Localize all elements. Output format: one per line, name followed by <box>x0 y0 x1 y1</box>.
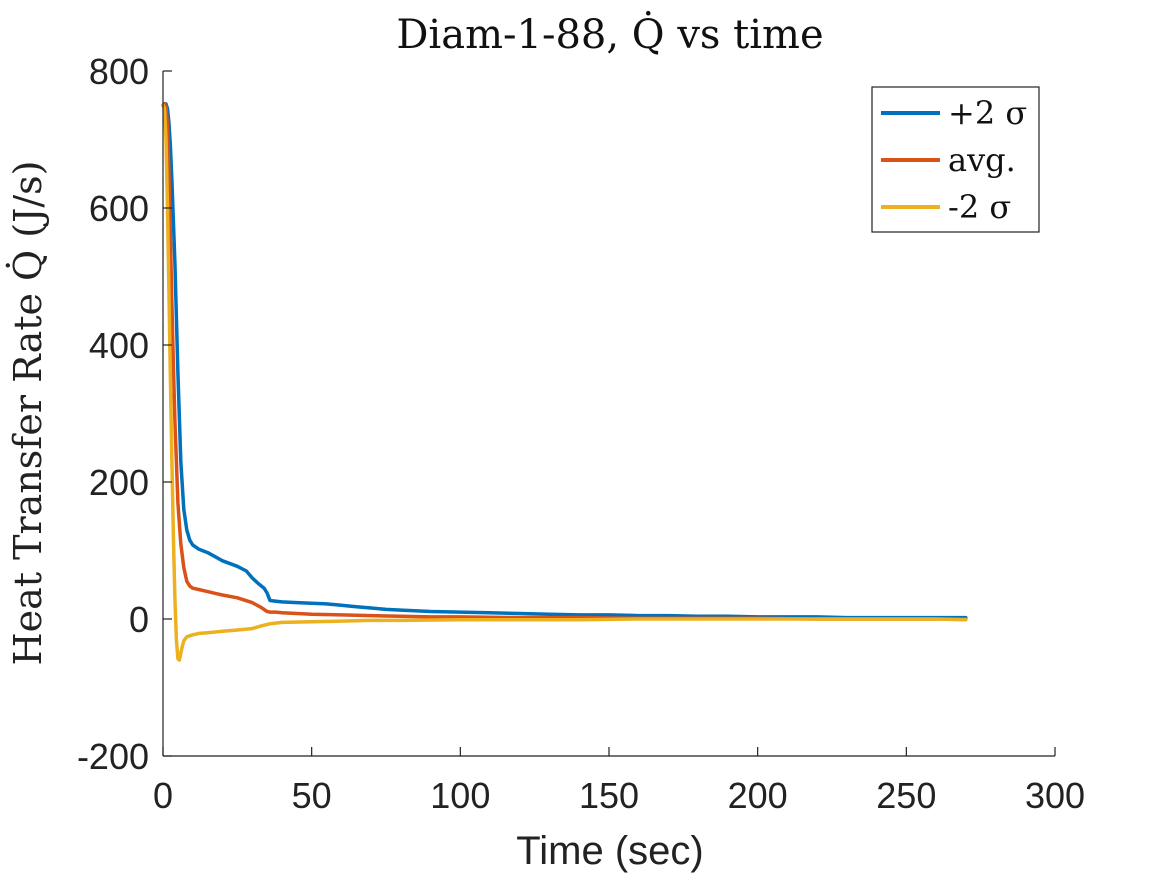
x-tick-label: 0 <box>153 775 173 816</box>
y-tick-label: 800 <box>89 51 149 92</box>
legend-label: avg. <box>948 141 1016 179</box>
x-axis-label: Time (sec) <box>516 829 703 873</box>
legend: +2 σ avg. -2 σ <box>871 86 1040 233</box>
y-ticks: -200 0 200 400 600 800 <box>77 51 172 777</box>
plot-lines <box>161 102 968 662</box>
y-axis-label: Heat Transfer Rate Q̇ (J/s) <box>6 161 50 666</box>
x-tick-label: 50 <box>292 775 332 816</box>
series-line-2 <box>161 103 968 662</box>
x-ticks: 0 50 100 150 200 250 300 <box>153 747 1085 816</box>
chart-title: Diam-1-88, Q̇ vs time <box>396 11 823 58</box>
legend-label: -2 σ <box>948 188 1011 226</box>
series-line-0 <box>161 102 968 620</box>
x-tick-label: 300 <box>1025 775 1085 816</box>
x-tick-label: 200 <box>728 775 788 816</box>
y-tick-label: 200 <box>89 462 149 503</box>
y-tick-label: 600 <box>89 188 149 229</box>
legend-label: +2 σ <box>948 94 1027 132</box>
series-line-1 <box>161 102 968 621</box>
y-tick-label: 400 <box>89 325 149 366</box>
y-tick-label: -200 <box>77 736 149 777</box>
x-tick-label: 150 <box>579 775 639 816</box>
x-tick-label: 250 <box>876 775 936 816</box>
y-tick-label: 0 <box>129 599 149 640</box>
x-tick-label: 100 <box>430 775 490 816</box>
